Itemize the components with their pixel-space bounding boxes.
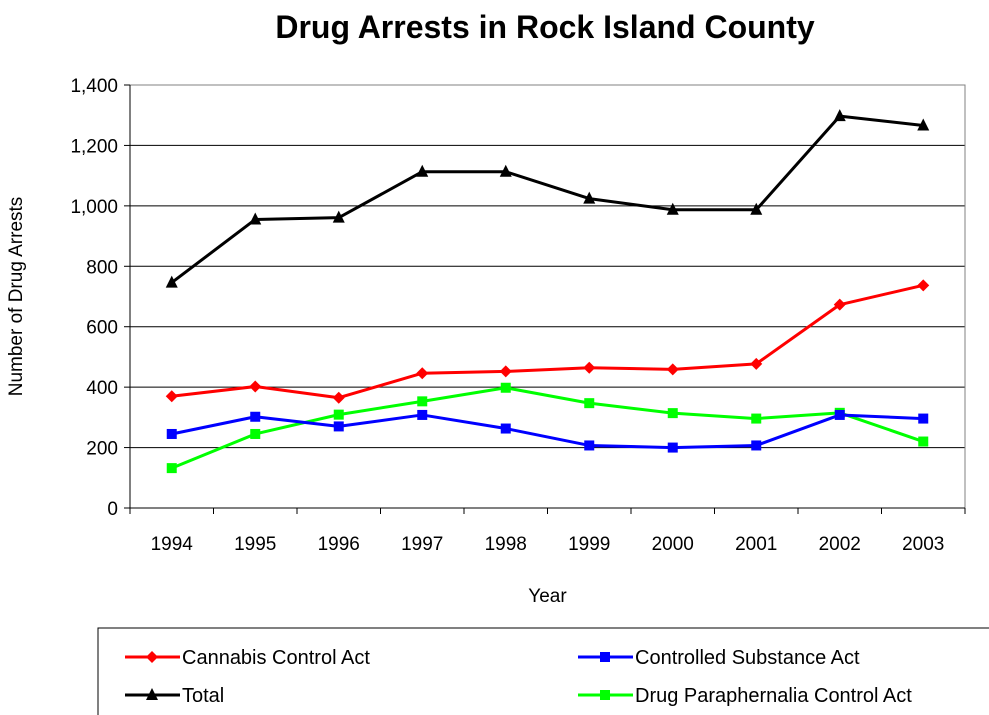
x-tick-label: 2001 (735, 534, 777, 555)
x-tick-label: 2002 (819, 534, 861, 555)
legend-label: Cannabis Control Act (182, 647, 370, 669)
data-point (416, 367, 429, 380)
legend: Cannabis Control Act Controlled Substance… (97, 627, 989, 715)
data-point (918, 436, 929, 447)
axes (124, 84, 966, 514)
data-point (250, 411, 261, 422)
x-tick-label: 2003 (902, 534, 944, 555)
legend-marker (146, 651, 158, 663)
data-point (750, 357, 763, 370)
x-tick-label: 1999 (568, 534, 610, 555)
y-tick-label: 600 (86, 318, 118, 339)
series-line (171, 386, 924, 470)
data-point (666, 202, 679, 215)
data-point (750, 202, 763, 215)
data-point (166, 463, 177, 474)
legend-box (97, 627, 989, 715)
legend-marker (146, 688, 158, 700)
y-tick-label: 1,200 (70, 136, 118, 157)
data-point (583, 361, 596, 374)
data-point (833, 109, 846, 122)
data-point (584, 440, 595, 451)
data-point (499, 365, 512, 378)
x-tick-label: 1997 (401, 534, 443, 555)
data-point (417, 396, 428, 407)
series-line (171, 413, 924, 450)
legend-item: Cannabis Control Act (125, 647, 370, 669)
legend-item: Total (125, 685, 224, 707)
y-tick-label: 400 (86, 378, 118, 399)
data-point (500, 382, 511, 393)
x-tick-label: 2000 (652, 534, 694, 555)
data-point (917, 118, 930, 131)
data-point (250, 428, 261, 439)
x-tick-label: 1995 (234, 534, 276, 555)
x-axis-label: Year (528, 586, 567, 607)
data-point (666, 363, 679, 376)
legend-marker (600, 690, 610, 700)
data-point (249, 212, 262, 225)
data-point (917, 279, 930, 292)
legend-marker (600, 652, 610, 662)
legend-label: Total (182, 685, 224, 707)
data-point (332, 391, 345, 404)
data-point (584, 398, 595, 409)
data-point (751, 413, 762, 424)
series-group (165, 109, 930, 474)
data-point (249, 380, 262, 393)
data-point (165, 275, 178, 288)
series-total (165, 109, 930, 288)
data-point (500, 423, 511, 434)
legend-label: Controlled Substance Act (635, 647, 860, 669)
data-point (667, 408, 678, 419)
data-point (583, 191, 596, 204)
data-point (834, 409, 845, 420)
series-drug-paraphernalia-control-act (166, 382, 929, 474)
x-tick-label: 1996 (318, 534, 360, 555)
data-point (918, 413, 929, 424)
series-line (170, 114, 924, 284)
data-point (417, 409, 428, 420)
data-point (333, 409, 344, 420)
y-tick-label: 1,000 (70, 197, 118, 218)
data-point (165, 390, 178, 403)
y-tick-label: 1,400 (70, 76, 118, 97)
chart-title: Drug Arrests in Rock Island County (275, 9, 815, 45)
data-point (332, 210, 345, 223)
data-point (333, 421, 344, 432)
legend-item: Controlled Substance Act (578, 647, 860, 669)
y-tick-label: 200 (86, 439, 118, 460)
series-cannabis-control-act (165, 279, 930, 404)
legend-label: Drug Paraphernalia Control Act (635, 685, 912, 707)
data-point (833, 298, 846, 311)
data-point (751, 440, 762, 451)
data-point (416, 164, 429, 177)
gridlines (130, 144, 965, 449)
data-point (166, 428, 177, 439)
data-point (499, 164, 512, 177)
tick-labels: 0 200 400 600 800 1,000 1,200 1,400 1994 1995 1996… (70, 76, 944, 555)
series-controlled-substance-act (166, 409, 929, 453)
y-tick-label: 0 (107, 499, 118, 520)
series-line (171, 283, 924, 400)
plot-area (129, 84, 966, 509)
data-point (667, 442, 678, 453)
y-axis-label: Number of Drug Arrests (6, 197, 27, 397)
legend-item: Drug Paraphernalia Control Act (578, 685, 912, 707)
x-tick-label: 1994 (151, 534, 194, 555)
x-tick-label: 1998 (485, 534, 527, 555)
y-tick-label: 800 (86, 257, 118, 278)
